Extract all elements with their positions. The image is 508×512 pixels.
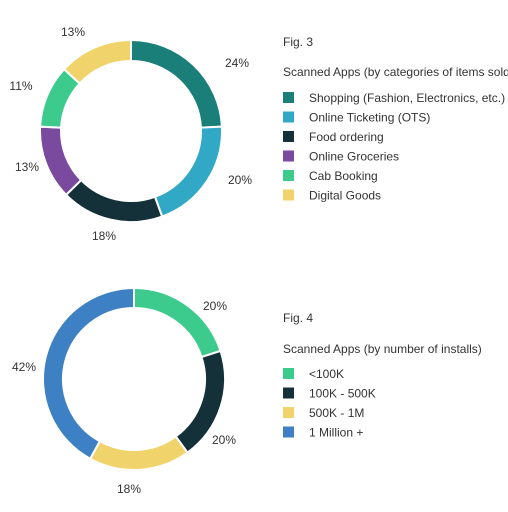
legend-swatch xyxy=(283,92,294,103)
donut-slice xyxy=(130,38,223,129)
slice-value-label: 20% xyxy=(203,299,227,313)
legend-label: <100K xyxy=(309,367,344,381)
donut-chart-installs: 20% 20% 18% 42% Fig. 4 Scanned Apps (by num… xyxy=(12,286,482,496)
slice-value-label: 18% xyxy=(117,482,141,496)
donut-slice xyxy=(88,435,189,471)
legend-swatch xyxy=(283,407,294,418)
legend-label: Food ordering xyxy=(309,130,384,144)
legend-label: Digital Goods xyxy=(309,189,381,203)
chart-title: Scanned Apps (by number of installs) xyxy=(283,342,482,356)
legend-swatch xyxy=(283,387,294,399)
slice-value-label: 11% xyxy=(9,79,32,93)
donut-chart-categories: 24% 20% 18% 13% 11% 13% Fig. 3 Scanned Apps (… xyxy=(9,25,508,243)
slice-value-label: 42% xyxy=(12,360,36,374)
legend-label: 500K - 1M xyxy=(309,406,364,420)
legend-label: Shopping (Fashion, Electronics, etc.) xyxy=(309,91,505,105)
legend-label: Online Ticketing (OTS) xyxy=(309,111,430,125)
donut-slice xyxy=(64,178,164,223)
slice-value-label: 20% xyxy=(228,173,252,187)
slice-value-label: 13% xyxy=(15,160,39,174)
donut-slice xyxy=(153,125,223,218)
legend-swatch xyxy=(283,189,294,201)
chart-title: Scanned Apps (by categories of items sol… xyxy=(283,65,508,79)
figure-label: Fig. 4 xyxy=(283,311,313,325)
donut-slice xyxy=(42,286,135,461)
figure-label: Fig. 3 xyxy=(283,35,313,49)
donut-slice xyxy=(62,38,132,85)
legend-label: 1 Million + xyxy=(309,426,363,440)
legend-swatch xyxy=(283,170,294,181)
legend-label: Cab Booking xyxy=(309,169,378,183)
slice-value-label: 20% xyxy=(212,433,236,447)
legend-swatch xyxy=(283,426,294,438)
legend-swatch xyxy=(283,111,294,123)
legend-label: 100K - 500K xyxy=(309,387,376,401)
legend-swatch xyxy=(283,368,294,379)
slice-value-label: 24% xyxy=(225,56,249,70)
legend-swatch xyxy=(283,131,294,142)
donut-slice xyxy=(39,125,83,197)
slice-value-label: 13% xyxy=(61,25,85,39)
slice-value-label: 18% xyxy=(92,229,116,243)
legend-swatch xyxy=(283,150,294,162)
legend-label: Online Groceries xyxy=(309,150,399,164)
